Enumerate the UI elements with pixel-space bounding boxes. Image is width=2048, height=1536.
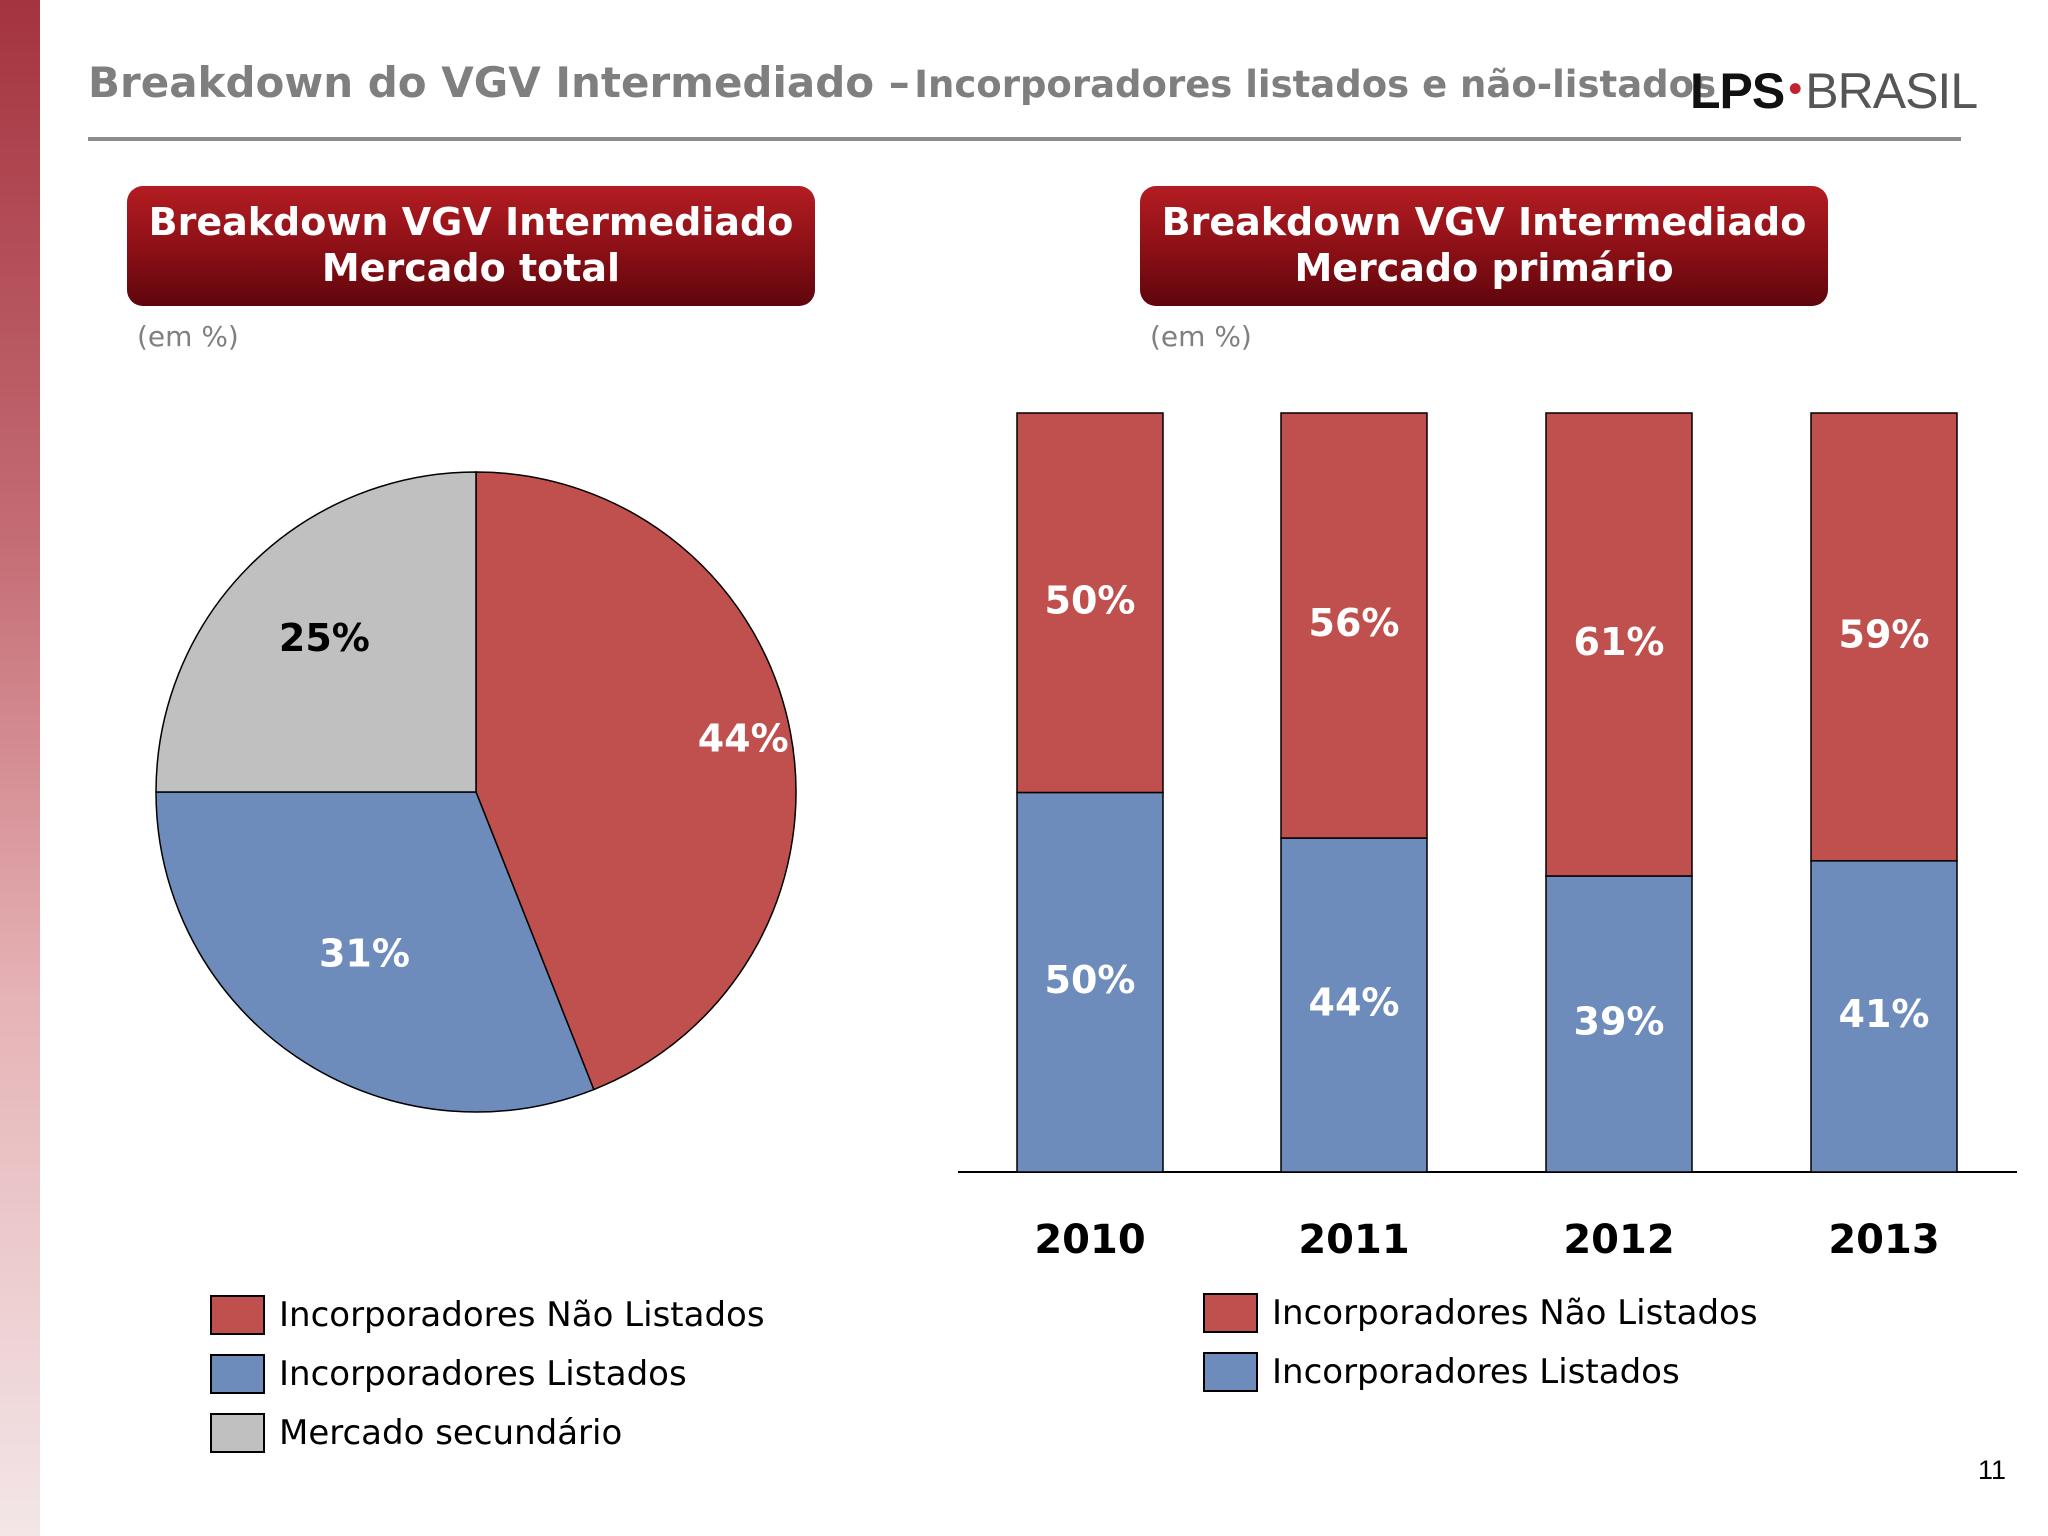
bar-nao-listados [1545, 412, 1693, 877]
pie-legend-item-secundario: Mercado secundário [210, 1403, 765, 1462]
bar-listados [1280, 837, 1428, 1173]
legend-label: Incorporadores Não Listados [279, 1294, 765, 1335]
x-tick-label: 2011 [1298, 1217, 1409, 1263]
pie-data-label: 25% [279, 616, 370, 660]
x-tick-label: 2010 [1034, 1217, 1145, 1263]
legend-swatch-listados [1203, 1351, 1258, 1392]
decorative-sidebar [0, 0, 40, 1536]
logo-dot: • [1788, 67, 1802, 111]
right-header-line2: Mercado primário [1294, 246, 1674, 290]
legend-label: Incorporadores Listados [279, 1353, 687, 1394]
legend-swatch-nao-listados [210, 1294, 265, 1335]
bar-listados [1810, 860, 1958, 1173]
pie-data-label: 31% [319, 932, 410, 976]
page-title: Breakdown do VGV Intermediado – Incorpor… [88, 58, 1716, 107]
bar-data-label: 56% [1309, 601, 1400, 645]
bar-data-label: 50% [1045, 958, 1136, 1002]
legend-swatch-nao-listados [1203, 1292, 1258, 1333]
bar-nao-listados [1810, 412, 1958, 862]
bar-listados [1545, 875, 1693, 1173]
bar-legend: Incorporadores Não Listados Incorporador… [1203, 1283, 1758, 1401]
logo-lps-text: LPS [1690, 63, 1785, 119]
bar-data-label: 59% [1839, 612, 1930, 656]
x-tick-label: 2013 [1828, 1217, 1939, 1263]
pie-slice [475, 471, 797, 1091]
logo-brasil-text: BRASIL [1805, 63, 1978, 119]
company-logo: LPS •BRASIL [1690, 62, 1978, 120]
pie-legend-item-nao-listados: Incorporadores Não Listados [210, 1285, 765, 1344]
page-number: 11 [1978, 1455, 2007, 1485]
page-title-sub: Incorporadores listados e não-listados [914, 63, 1717, 106]
pie-legend: Incorporadores Não Listados Incorporador… [210, 1285, 765, 1462]
bar-legend-item-listados: Incorporadores Listados [1203, 1342, 1758, 1401]
legend-label: Mercado secundário [279, 1412, 623, 1453]
bar-data-label: 50% [1045, 578, 1136, 622]
bar-data-label: 61% [1574, 620, 1665, 664]
right-header-line1: Breakdown VGV Intermediado [1161, 200, 1807, 244]
bar-nao-listados [1280, 412, 1428, 839]
bar-data-label: 44% [1309, 981, 1400, 1025]
bar-nao-listados [1016, 412, 1164, 794]
pie-slice [155, 791, 595, 1113]
legend-label: Incorporadores Não Listados [1272, 1292, 1758, 1333]
left-unit-label: (em %) [137, 320, 239, 353]
pie-legend-item-listados: Incorporadores Listados [210, 1344, 765, 1403]
x-tick-label: 2012 [1563, 1217, 1674, 1263]
left-header-line1: Breakdown VGV Intermediado [148, 200, 794, 244]
bar-listados [1016, 791, 1164, 1173]
bar-legend-item-nao-listados: Incorporadores Não Listados [1203, 1283, 1758, 1342]
bar-data-label: 39% [1574, 999, 1665, 1043]
legend-swatch-listados [210, 1353, 265, 1394]
pie-data-label: 44% [698, 717, 789, 761]
left-header-line2: Mercado total [321, 246, 621, 290]
legend-label: Incorporadores Listados [1272, 1351, 1680, 1392]
right-unit-label: (em %) [1150, 320, 1252, 353]
bar-data-label: 41% [1839, 992, 1930, 1036]
left-chart-header: Breakdown VGV Intermediado Mercado total [127, 186, 815, 306]
pie-slice [155, 471, 477, 793]
legend-swatch-secundario [210, 1412, 265, 1453]
title-divider [88, 137, 1961, 141]
page-title-main: Breakdown do VGV Intermediado – [88, 58, 910, 107]
right-chart-header: Breakdown VGV Intermediado Mercado primá… [1140, 186, 1828, 306]
